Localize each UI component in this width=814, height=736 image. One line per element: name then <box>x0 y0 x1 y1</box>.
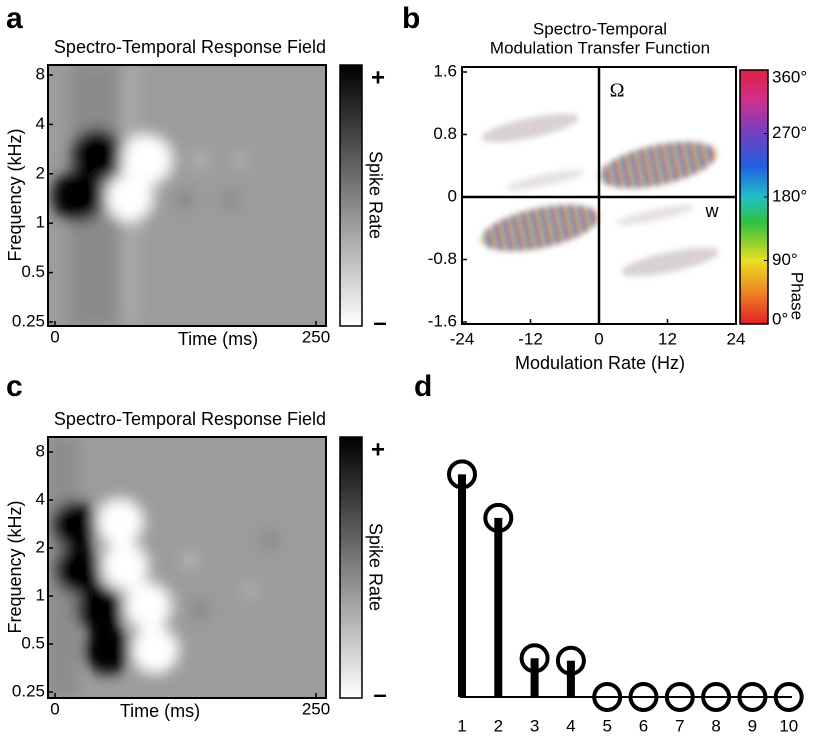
stem-marker <box>773 682 804 712</box>
x-tick-label: 2 <box>494 716 503 735</box>
panel-letter: c <box>6 370 23 403</box>
x-tick-label: 250 <box>302 699 330 718</box>
stem <box>494 517 503 697</box>
y-tick-label: 4 <box>36 489 45 508</box>
stem-marker <box>447 459 477 490</box>
colorbar-tick-label: 360° <box>772 67 807 86</box>
axis-name: Ω <box>610 80 625 102</box>
y-tick-label: 1.6 <box>433 61 457 80</box>
stem <box>566 660 575 697</box>
plot-frame <box>47 64 327 327</box>
colorbar <box>739 69 769 325</box>
heatmap-c <box>48 437 326 697</box>
panel-letter: b <box>402 2 420 35</box>
stem-marker <box>519 643 550 674</box>
x-tick-label: 250 <box>302 327 330 346</box>
x-tick-label: 5 <box>602 716 611 735</box>
panel-letter: d <box>414 370 432 403</box>
heatmap-a <box>48 65 326 326</box>
colorbar-tick-label: 180° <box>772 186 807 205</box>
y-tick-label: -0.8 <box>428 249 457 268</box>
stem-marker <box>592 682 623 712</box>
x-tick-label: 12 <box>658 329 677 348</box>
x-tick-label: -24 <box>450 329 475 348</box>
panel-title: Spectro-Temporal <box>533 19 667 38</box>
y-tick-label: 1 <box>36 213 45 232</box>
x-axis-label: Time (ms) <box>120 701 200 721</box>
y-tick-label: 0 <box>448 186 457 205</box>
y-tick-label: 8 <box>36 441 45 460</box>
colorbar-label: Phase <box>788 272 807 320</box>
x-axis-label: Time (ms) <box>178 329 258 349</box>
y-tick-label: 0.8 <box>433 124 457 143</box>
x-tick-label: 10 <box>779 716 798 735</box>
stem-marker <box>483 502 514 533</box>
stem-marker <box>701 682 732 712</box>
stem-marker <box>737 682 768 712</box>
x-tick-label: 0 <box>594 329 603 348</box>
x-tick-label: 4 <box>566 716 575 735</box>
y-axis-label: Frequency (kHz) <box>5 128 25 261</box>
y-tick-label: 0.5 <box>21 633 45 652</box>
colorbar-tick-label: + <box>371 64 385 91</box>
x-tick-label: 1 <box>457 716 466 735</box>
x-tick-label: 24 <box>727 329 746 348</box>
x-axis-label: Modulation Rate (Hz) <box>515 353 685 373</box>
x-tick-label: 8 <box>711 716 720 735</box>
colorbar-label: Spike Rate <box>365 523 385 611</box>
colorbar <box>339 436 363 699</box>
y-tick-label: -1.6 <box>428 311 457 330</box>
y-axis-label: Frequency (kHz) <box>5 500 25 633</box>
y-tick-label: 2 <box>36 163 45 182</box>
y-tick-label: 0.25 <box>12 681 45 700</box>
stem-marker <box>555 645 586 676</box>
y-tick-label: 0.5 <box>21 262 45 281</box>
x-tick-label: 3 <box>530 716 539 735</box>
y-tick-label: 2 <box>36 537 45 556</box>
colorbar-tick-label: + <box>371 436 385 463</box>
y-tick-label: 8 <box>36 64 45 83</box>
x-tick-label: 0 <box>50 699 59 718</box>
axis-name: w <box>705 201 720 221</box>
plot-frame <box>47 436 327 699</box>
panel-title: Modulation Transfer Function <box>490 38 710 57</box>
panel-letter: a <box>6 2 23 35</box>
colorbar-tick-label: 270° <box>772 123 807 142</box>
stem <box>458 474 466 697</box>
panel-title: Spectro-Temporal Response Field <box>54 409 326 429</box>
x-tick-label: 7 <box>675 716 684 735</box>
y-tick-label: 0.25 <box>12 311 45 330</box>
x-tick-label: -12 <box>518 329 543 348</box>
y-tick-label: 1 <box>36 585 45 604</box>
colorbar-tick-label: 0° <box>772 309 788 328</box>
stem-marker <box>628 682 659 712</box>
stem <box>530 658 539 697</box>
panel-title: Spectro-Temporal Response Field <box>54 37 326 57</box>
colorbar-tick-label: 90° <box>772 250 798 269</box>
colorbar-label: Spike Rate <box>365 151 385 239</box>
x-tick-label: 9 <box>748 716 757 735</box>
x-tick-label: 0 <box>50 327 59 346</box>
x-tick-label: 6 <box>639 716 648 735</box>
colorbar-tick-label: – <box>373 681 386 708</box>
colorbar <box>339 64 363 327</box>
y-tick-label: 4 <box>36 114 45 133</box>
stem-marker <box>664 682 695 712</box>
colorbar-tick-label: – <box>373 309 386 336</box>
